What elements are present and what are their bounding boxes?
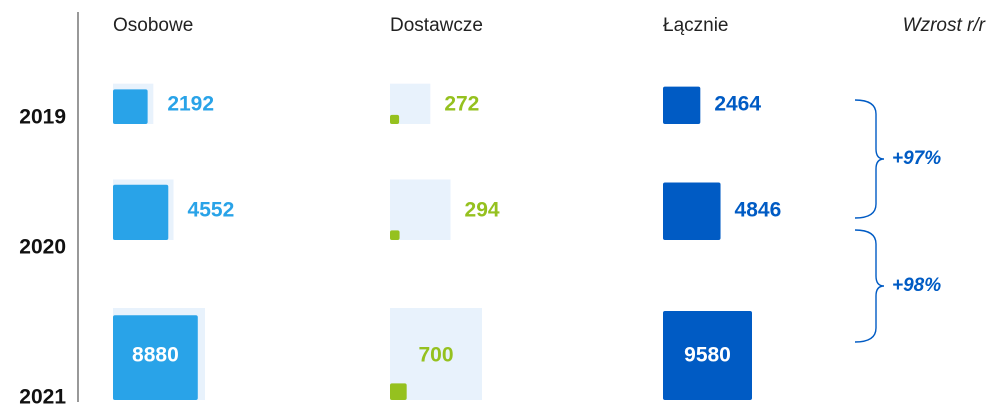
growth-title: Wzrost r/r bbox=[903, 15, 986, 36]
value-label: 2464 bbox=[714, 92, 761, 115]
value-square bbox=[663, 86, 701, 124]
value-label: 700 bbox=[418, 344, 453, 367]
value-square bbox=[113, 89, 148, 124]
growth-label: +98% bbox=[892, 275, 941, 296]
value-square bbox=[390, 114, 400, 124]
growth-label: +97% bbox=[892, 148, 941, 169]
value-square bbox=[390, 230, 400, 240]
value-label: 272 bbox=[444, 92, 479, 115]
column-header: Dostawcze bbox=[390, 15, 483, 36]
value-square bbox=[113, 184, 169, 240]
value-label: 8880 bbox=[132, 344, 179, 367]
value-label: 9580 bbox=[684, 344, 731, 367]
value-label: 2192 bbox=[167, 92, 214, 115]
value-label: 4552 bbox=[188, 198, 235, 221]
value-square bbox=[113, 315, 198, 400]
growth-brace bbox=[854, 229, 885, 343]
value-label: 294 bbox=[465, 198, 500, 221]
value-label: 4846 bbox=[735, 198, 782, 221]
column-header: Osobowe bbox=[113, 15, 193, 36]
growth-brace bbox=[854, 99, 885, 219]
value-square bbox=[663, 182, 721, 240]
value-square bbox=[390, 383, 407, 400]
year-label: 2021 bbox=[19, 386, 66, 406]
value-square bbox=[663, 311, 752, 400]
background-square bbox=[390, 179, 451, 240]
column-header: Łącznie bbox=[663, 15, 729, 36]
year-label: 2020 bbox=[19, 236, 66, 259]
year-label: 2019 bbox=[19, 106, 66, 129]
